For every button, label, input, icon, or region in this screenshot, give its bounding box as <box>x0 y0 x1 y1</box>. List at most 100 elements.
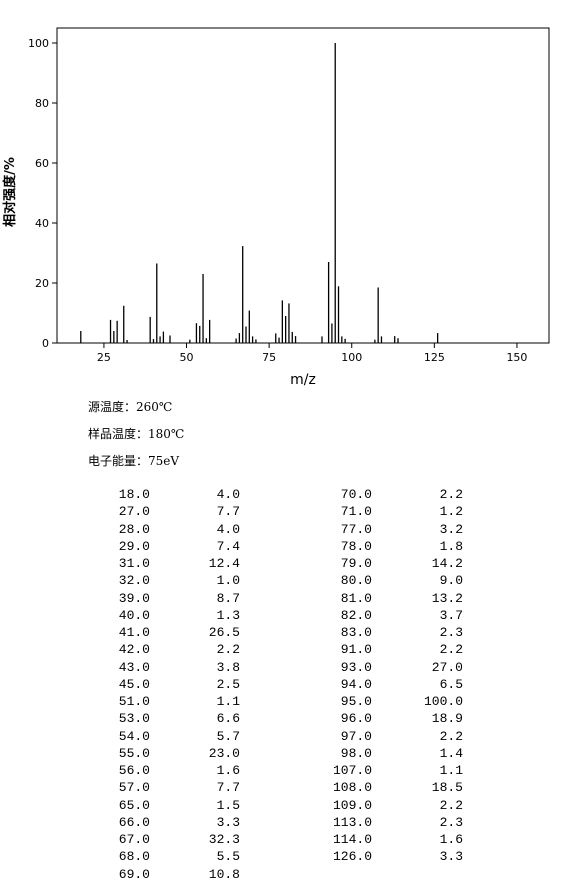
mz-cell: 32.0 <box>118 573 150 589</box>
x-tick-label: 75 <box>262 351 276 364</box>
intensity-cell: 3.7 <box>439 607 463 623</box>
intensity-cell: 12.4 <box>208 556 240 571</box>
mz-cell: 71.0 <box>340 504 372 520</box>
mz-cell: 68.0 <box>118 849 150 865</box>
mz-cell: 27.0 <box>118 504 150 520</box>
mz-cell: 31.0 <box>118 556 150 571</box>
mz-cell: 78.0 <box>340 538 372 554</box>
mz-cell: 80.0 <box>340 573 372 589</box>
intensity-cell: 1.1 <box>216 694 240 709</box>
y-tick-label: 20 <box>35 277 49 290</box>
mz-cell: 69.0 <box>118 866 150 882</box>
mz-cell: 95.0 <box>340 694 372 709</box>
mz-cell: 41.0 <box>118 625 150 640</box>
mz-cell: 42.0 <box>118 642 150 658</box>
mz-cell: 98.0 <box>340 745 372 761</box>
mz-cell: 53.0 <box>118 711 150 727</box>
mz-cell: 29.0 <box>118 538 150 554</box>
mz-cell: 109.0 <box>332 797 372 813</box>
plot-frame <box>56 27 550 344</box>
mz-cell: 70.0 <box>340 487 372 502</box>
mz-cell: 96.0 <box>340 711 372 727</box>
intensity-cell: 6.6 <box>216 711 240 727</box>
mz-cell: 77.0 <box>340 521 372 537</box>
mz-cell: 126.0 <box>332 849 372 865</box>
x-tick-label: 150 <box>506 351 527 364</box>
intensity-cell: 1.0 <box>216 573 240 589</box>
mz-cell: 114.0 <box>332 832 372 847</box>
y-tick-label: 100 <box>28 37 49 50</box>
intensity-cell: 1.4 <box>439 745 463 761</box>
intensity-cell: 10.8 <box>208 866 240 882</box>
y-tick-label: 60 <box>35 157 49 170</box>
x-tick-label: 100 <box>341 351 362 364</box>
intensity-cell: 4.0 <box>216 487 240 502</box>
intensity-cell: 1.3 <box>216 607 240 623</box>
mz-cell: 51.0 <box>118 694 150 709</box>
mz-cell: 113.0 <box>332 814 372 830</box>
intensity-cell: 2.2 <box>439 487 463 502</box>
intensity-cell: 3.2 <box>439 521 463 537</box>
mz-cell: 81.0 <box>340 590 372 606</box>
y-tick-label: 80 <box>35 97 49 110</box>
intensity-cell: 7.7 <box>216 780 240 796</box>
x-axis-label: m/z <box>290 372 316 388</box>
info-line: 电子能量：75eV <box>88 454 180 468</box>
mz-cell: 45.0 <box>118 676 150 692</box>
intensity-cell: 7.7 <box>216 504 240 520</box>
intensity-cell: 1.2 <box>439 504 463 520</box>
intensity-cell: 2.2 <box>216 642 240 658</box>
mz-cell: 43.0 <box>118 659 150 675</box>
intensity-cell: 5.5 <box>216 849 240 865</box>
y-tick-label: 40 <box>35 217 49 230</box>
mz-cell: 82.0 <box>340 607 372 623</box>
mz-cell: 79.0 <box>340 556 372 571</box>
mz-cell: 107.0 <box>332 763 372 778</box>
intensity-cell: 14.2 <box>431 556 463 571</box>
mz-cell: 65.0 <box>118 797 150 813</box>
info-line: 源温度：260℃ <box>88 400 173 414</box>
mz-cell: 55.0 <box>118 745 150 761</box>
intensity-cell: 7.4 <box>216 538 240 554</box>
intensity-cell: 1.6 <box>439 832 463 847</box>
x-tick-label: 125 <box>424 351 445 364</box>
intensity-cell: 27.0 <box>431 659 463 675</box>
intensity-cell: 1.1 <box>439 763 463 778</box>
intensity-cell: 5.7 <box>216 728 240 744</box>
mz-cell: 39.0 <box>118 590 150 606</box>
intensity-cell: 13.2 <box>431 590 463 606</box>
intensity-cell: 6.5 <box>439 676 463 692</box>
intensity-cell: 3.3 <box>439 849 463 865</box>
intensity-cell: 18.5 <box>431 780 463 796</box>
mz-cell: 56.0 <box>118 763 150 778</box>
mz-cell: 57.0 <box>118 780 150 796</box>
chart: m/z 相对强度/% 0 20 40 60 80 100 25 50 75 100 125 150 <box>2 27 550 388</box>
mz-cell: 18.0 <box>118 487 150 502</box>
mz-cell: 91.0 <box>340 642 372 658</box>
x-tick-label: 50 <box>180 351 194 364</box>
mz-cell: 66.0 <box>118 814 150 830</box>
mz-cell: 67.0 <box>118 832 150 847</box>
intensity-cell: 1.8 <box>439 538 463 554</box>
info-line: 样品温度：180℃ <box>88 427 185 441</box>
intensity-cell: 2.5 <box>216 676 240 692</box>
mz-cell: 54.0 <box>118 728 150 744</box>
mz-cell: 40.0 <box>118 607 150 623</box>
mz-cell: 108.0 <box>332 780 372 796</box>
mz-cell: 97.0 <box>340 728 372 744</box>
mz-cell: 83.0 <box>340 625 372 640</box>
intensity-cell: 1.6 <box>216 763 240 778</box>
intensity-cell: 2.2 <box>439 797 463 813</box>
intensity-cell: 2.3 <box>439 625 463 640</box>
intensity-cell: 26.5 <box>208 625 240 640</box>
intensity-cell: 8.7 <box>216 590 240 606</box>
intensity-cell: 32.3 <box>208 832 240 847</box>
intensity-cell: 23.0 <box>208 745 240 761</box>
intensity-cell: 3.3 <box>216 814 240 830</box>
intensity-cell: 3.8 <box>216 659 240 675</box>
intensity-cell: 2.2 <box>439 642 463 658</box>
y-axis-label: 相对强度/% <box>2 157 18 227</box>
intensity-cell: 2.2 <box>439 728 463 744</box>
mz-cell: 93.0 <box>340 659 372 675</box>
